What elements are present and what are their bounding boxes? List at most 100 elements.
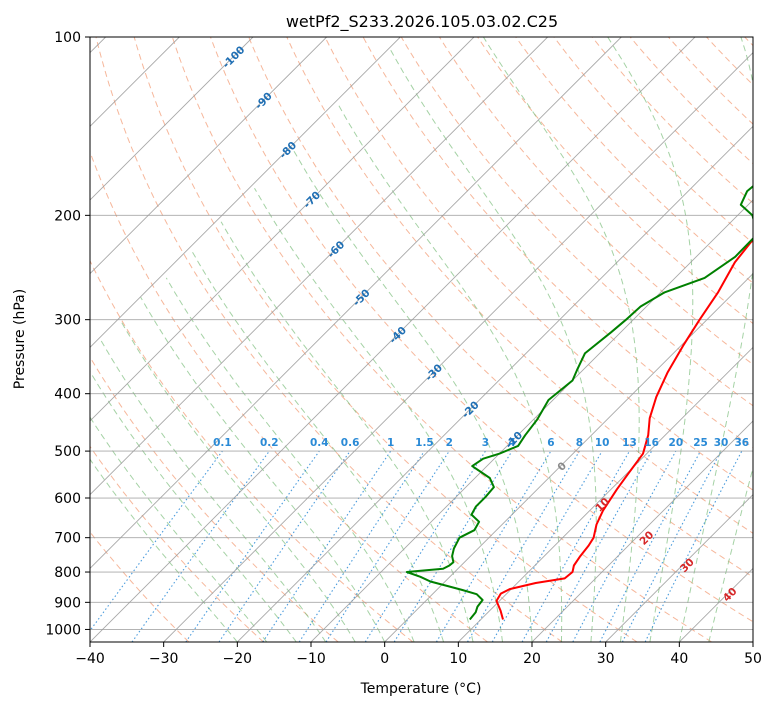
mixing-ratio-label: 6 (547, 437, 554, 449)
moist-adiabat (165, 277, 415, 642)
mixing-ratio-label: 30 (714, 437, 729, 449)
moist-adiabat (140, 297, 386, 642)
mixing-ratio-line (364, 450, 486, 642)
dry-adiabat (133, 37, 638, 642)
dry-adiabat (515, 37, 753, 284)
isotherm-line (310, 199, 753, 642)
mixing-ratio-label: 10 (595, 437, 610, 449)
moist-adiabat-label: 40 (721, 585, 740, 604)
x-tick-label: 30 (597, 651, 615, 667)
moist-adiabat-label: 20 (637, 529, 656, 548)
y-axis-ticks: 100 200 300 400 500 600 700 800 900 1000 (45, 30, 90, 638)
mixing-ratio-label: 0.1 (213, 437, 232, 449)
isotherm-line (90, 37, 327, 275)
mixing-ratio-label: 36 (734, 437, 749, 449)
dry-adiabat (90, 531, 190, 642)
sounding-profiles (405, 184, 753, 621)
mixing-ratio-label: 0.4 (310, 437, 329, 449)
dry-adiabat (591, 37, 753, 204)
moist-adiabat (337, 104, 563, 642)
x-tick-label: 10 (449, 651, 467, 667)
isotherm-line (90, 37, 475, 422)
dry-adiabat (324, 37, 753, 491)
y-tick-label: 700 (54, 531, 81, 547)
mixing-ratio-label: 8 (576, 437, 583, 449)
isotherm-label: -40 (387, 324, 409, 346)
isotherm-line (531, 420, 753, 642)
mixing-ratio-line (298, 450, 425, 642)
dry-adiabat (668, 37, 753, 125)
mixing-ratio-label: 1 (387, 437, 394, 449)
mixing-ratio-label: 4 (508, 437, 515, 449)
moist-adiabat (292, 149, 533, 642)
isotherm-label: -100 (220, 44, 247, 71)
y-tick-label: 500 (54, 444, 81, 460)
moist-adiabat (90, 458, 238, 642)
dry-adiabat (90, 150, 488, 642)
mixing-ratio-label: 0.2 (260, 437, 279, 449)
mixing-ratio-label: 1.5 (415, 437, 434, 449)
dry-adiabat (90, 259, 414, 642)
dry-adiabat (171, 37, 712, 642)
moist-adiabat (220, 221, 474, 642)
dry-adiabat (629, 37, 753, 165)
dry-adiabat (210, 37, 753, 623)
mixing-ratio-label: 20 (669, 437, 684, 449)
moist-adiabat (482, 37, 640, 642)
dry-adiabat (90, 356, 339, 642)
x-tick-label: 20 (523, 651, 541, 667)
mixing-ratio-line (572, 450, 677, 642)
mixing-ratio-line (90, 450, 223, 632)
x-axis-ticks: −40 −30 −20 −10 0 10 20 30 40 50 (75, 642, 762, 667)
mixing-ratio-label: 2 (446, 437, 453, 449)
isotherm-line (90, 37, 696, 642)
mixing-ratio-label: 16 (644, 437, 659, 449)
dewpoint-profile-line (405, 184, 753, 621)
x-tick-label: −10 (296, 651, 326, 667)
isotherm-line (90, 37, 401, 348)
isotherm-line (90, 37, 548, 496)
isotherm-label: -30 (423, 362, 445, 384)
x-tick-label: 50 (744, 651, 762, 667)
isotherm-line (384, 273, 753, 642)
x-tick-label: −20 (223, 651, 253, 667)
isotherm-line (458, 346, 753, 642)
dry-adiabat (744, 37, 753, 47)
dry-adiabat (248, 37, 753, 578)
isotherm-line (605, 494, 753, 642)
mixing-ratio-line (185, 450, 320, 642)
dry-adiabat (553, 37, 753, 244)
y-tick-label: 1000 (45, 622, 81, 638)
isotherm-label: -60 (325, 239, 347, 261)
mixing-ratio-label: 13 (622, 437, 637, 449)
mixing-ratio-label: 25 (693, 437, 708, 449)
mixing-ratio-line (545, 450, 653, 642)
dry-adiabat (706, 37, 753, 86)
plot-frame (89, 36, 754, 643)
y-tick-label: 400 (54, 387, 81, 403)
mixing-ratio-line (325, 450, 450, 642)
mixing-ratio-line (467, 450, 580, 642)
isotherm-label: -80 (277, 140, 299, 162)
x-tick-label: 0 (380, 651, 389, 667)
y-tick-label: 300 (54, 313, 81, 329)
isotherm-label: -10 (503, 429, 525, 451)
y-axis-label: Pressure (hPa) (12, 289, 28, 389)
isotherm-line (163, 52, 753, 642)
moist-adiabat (100, 340, 327, 642)
isotherm-line (90, 37, 254, 201)
mixing-ratio-line (131, 450, 270, 642)
chart-title: wetPf2_S233.2026.105.03.02.C25 (286, 12, 558, 32)
isotherm-line (90, 37, 622, 569)
y-tick-label: 600 (54, 491, 81, 507)
mixing-ratio-line (599, 450, 701, 642)
moist-adiabat (708, 466, 753, 642)
x-tick-label: 40 (670, 651, 688, 667)
y-tick-label: 100 (54, 30, 81, 46)
moist-adiabat (119, 319, 356, 642)
y-tick-label: 200 (54, 208, 81, 224)
dry-adiabat (90, 445, 264, 642)
mixing-ratio-label: 0.6 (341, 437, 360, 449)
x-tick-label: −40 (75, 651, 105, 667)
